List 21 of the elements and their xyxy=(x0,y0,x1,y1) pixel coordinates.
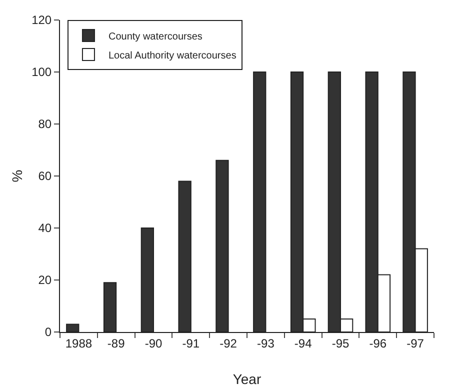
y-tick-label: 40 xyxy=(38,221,52,236)
y-tick-label: 100 xyxy=(32,65,52,80)
x-tick-label: -95 xyxy=(332,336,350,350)
x-axis-title: Year xyxy=(232,371,262,387)
x-tick-label: -92 xyxy=(220,336,238,350)
x-tick-label: 1988 xyxy=(65,336,92,350)
legend-label: County watercourses xyxy=(108,31,202,42)
x-tick-label: -94 xyxy=(294,336,312,350)
x-tick-label: -89 xyxy=(107,336,126,350)
y-tick-label: 60 xyxy=(38,169,52,184)
y-tick-label: 80 xyxy=(38,117,52,132)
x-tick-label: -91 xyxy=(182,336,200,350)
x-tick-label: -93 xyxy=(257,336,275,350)
y-tick-label: 120 xyxy=(32,13,52,28)
x-tick-label: -90 xyxy=(144,336,162,350)
y-tick-label: 20 xyxy=(38,273,52,288)
legend-label: Local Authority watercourses xyxy=(108,50,236,62)
x-tick-label: -96 xyxy=(369,336,387,350)
y-axis-title: % xyxy=(9,170,25,182)
y-tick-label: 0 xyxy=(44,325,52,340)
x-tick-label: -97 xyxy=(406,336,424,350)
